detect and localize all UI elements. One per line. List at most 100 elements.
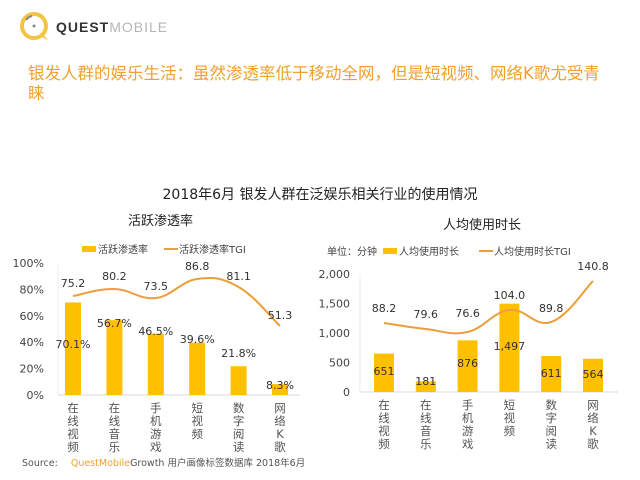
logo-brand-light: MOBILE (109, 19, 169, 35)
y-tick-label: 0% (27, 389, 44, 402)
x-category-label-char: 数 (233, 401, 245, 415)
logo-text: QUESTMOBILE (56, 19, 168, 35)
x-category-label-char: 频 (378, 437, 390, 451)
questmobile-logo-icon (20, 12, 48, 41)
x-category-label-char: 络 (587, 411, 599, 425)
x-category-label-char: 在 (67, 401, 79, 415)
bar (457, 340, 478, 392)
bar-value-label: 181 (415, 375, 436, 388)
x-category-label-char: 在 (378, 398, 390, 412)
bar-value-label: 1,497 (494, 340, 526, 353)
x-category-label-char: 数 (545, 398, 557, 412)
bar (65, 302, 81, 395)
headline: 银发人群的娱乐生活：虽然渗透率低于移动全网，但是短视频、网络K歌尤受青睐 (28, 64, 600, 103)
legend-line-label: 人均使用时长TGI (494, 245, 571, 258)
bar-value-label: 21.8% (221, 347, 256, 360)
source-brand: QuestMobile (70, 458, 131, 469)
right-chart-title: 人均使用时长 (443, 218, 522, 233)
bar (147, 333, 164, 395)
bar-value-label: 46.5% (138, 325, 173, 338)
x-category-label-char: 歌 (274, 440, 286, 454)
y-tick-label: 80% (20, 283, 44, 296)
bar-value-label: 564 (583, 368, 604, 381)
legend-bar-label: 人均使用时长 (399, 245, 459, 258)
y-tick-label: 20% (20, 363, 44, 376)
bar-value-label: 56.7% (97, 317, 132, 330)
legend-bar-swatch (383, 248, 397, 254)
y-tick-label: 1,000 (319, 327, 351, 340)
x-category-label-char: 机 (150, 414, 162, 428)
bar (499, 303, 520, 392)
logo-brand-bold: QUEST (56, 19, 110, 35)
line-value-label: 89.8 (539, 302, 564, 315)
x-category-label-char: 音 (420, 424, 432, 438)
x-category-label-char: 机 (462, 411, 474, 425)
bar-value-label: 611 (541, 367, 562, 380)
x-category-label-char: 网 (274, 401, 286, 415)
x-category-label-char: 阅 (545, 424, 557, 438)
x-category-label-char: 视 (504, 411, 516, 425)
x-category-label-char: 在 (420, 398, 432, 412)
x-category-label-char: 短 (504, 398, 516, 412)
y-tick-label: 40% (20, 336, 44, 349)
x-category-label-char: 线 (420, 411, 432, 425)
x-category-label-char: 频 (504, 424, 516, 438)
line-value-label: 79.6 (414, 308, 439, 321)
left-chart-title: 活跃渗透率 (128, 214, 194, 229)
chart-main-title: 2018年6月 银发人群在泛娱乐相关行业的使用情况 (162, 187, 478, 203)
source-label: Source: (22, 458, 58, 469)
bar-value-label: 876 (457, 357, 478, 370)
x-category-label-char: 字 (233, 414, 245, 428)
bar (106, 320, 123, 395)
x-category-label-char: 视 (378, 424, 390, 438)
legend-line-label: 活跃渗透率TGI (179, 243, 246, 256)
bar (374, 353, 394, 392)
y-tick-label: 0 (343, 386, 350, 399)
x-category-label-char: 在 (109, 401, 121, 415)
line-value-label: 73.5 (144, 280, 169, 293)
x-category-label-char: 乐 (420, 437, 432, 451)
x-category-label-char: 手 (462, 398, 474, 412)
x-category-label-char: 线 (109, 414, 121, 428)
bar-value-label: 8.3% (266, 379, 294, 392)
x-category-label-char: 频 (67, 440, 79, 454)
logo: QUESTMOBILE (18, 12, 168, 42)
legend-bar-swatch (82, 246, 96, 252)
x-category-label-char: 线 (378, 411, 390, 425)
x-category-label-char: 音 (109, 427, 121, 441)
line-value-label: 88.2 (372, 302, 397, 315)
bar (541, 355, 562, 392)
line-value-label: 104.0 (494, 289, 526, 302)
x-category-label-char: 频 (191, 427, 203, 441)
bar (189, 342, 206, 395)
x-category-label-char: 乐 (109, 440, 121, 454)
x-category-label-char: 视 (67, 427, 79, 441)
x-category-label-char: K (589, 424, 597, 438)
line-value-label: 86.8 (185, 260, 210, 273)
bar-value-label: 39.6% (180, 333, 215, 346)
unit-label: 单位：分钟 (327, 245, 377, 258)
line-value-label: 81.1 (226, 270, 251, 283)
legend-bar-label: 活跃渗透率 (98, 243, 148, 256)
x-category-label-char: K (276, 427, 284, 441)
x-category-label-char: 络 (274, 414, 286, 428)
x-category-label-char: 视 (191, 414, 203, 428)
x-category-label-char: 游 (462, 424, 474, 438)
bar (415, 381, 436, 392)
x-category-label-char: 歌 (587, 437, 599, 451)
line-value-label: 51.3 (268, 309, 293, 322)
bar-value-label: 651 (374, 365, 395, 378)
source-text: Growth 用户画像标签数据库 2018年6月 (130, 458, 306, 469)
y-tick-label: 1,500 (319, 298, 351, 311)
tgi-line (72, 277, 281, 327)
x-category-label-char: 戏 (150, 440, 162, 454)
x-category-label-char: 字 (545, 411, 557, 425)
x-category-label-char: 线 (67, 414, 79, 428)
line-value-label: 80.2 (102, 270, 127, 283)
bar (272, 384, 288, 395)
x-category-label-char: 阅 (233, 427, 245, 441)
bar (230, 366, 247, 395)
y-tick-label: 500 (329, 357, 350, 370)
tgi-line (383, 280, 594, 335)
